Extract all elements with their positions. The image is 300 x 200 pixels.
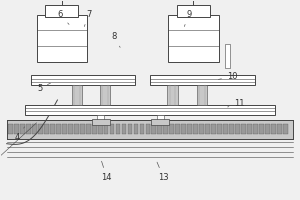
Text: 10: 10: [218, 72, 237, 81]
Bar: [80, 124, 85, 134]
Text: 9: 9: [184, 10, 191, 27]
Bar: [223, 124, 228, 134]
Bar: [164, 124, 168, 134]
Bar: [259, 124, 264, 134]
Bar: [140, 124, 144, 134]
Bar: [104, 124, 109, 134]
Bar: [68, 124, 73, 134]
Bar: [31, 75, 135, 85]
Bar: [247, 124, 252, 134]
Bar: [46, 5, 78, 17]
Bar: [32, 124, 37, 134]
Bar: [92, 124, 97, 134]
Bar: [277, 124, 282, 134]
Bar: [20, 124, 25, 134]
Bar: [97, 115, 104, 120]
Bar: [128, 124, 132, 134]
Bar: [211, 124, 216, 134]
Bar: [235, 124, 240, 134]
Bar: [98, 124, 103, 134]
Bar: [122, 124, 126, 134]
Bar: [176, 124, 180, 134]
Bar: [157, 115, 164, 120]
Text: 11: 11: [228, 99, 245, 108]
Bar: [158, 124, 162, 134]
Text: 6: 6: [58, 10, 69, 24]
Bar: [56, 124, 61, 134]
Bar: [62, 124, 67, 134]
Bar: [7, 120, 293, 139]
Text: 8: 8: [112, 32, 120, 47]
Bar: [253, 124, 258, 134]
Bar: [38, 124, 43, 134]
Bar: [177, 5, 210, 17]
Bar: [50, 124, 55, 134]
Bar: [44, 124, 49, 134]
Bar: [152, 124, 156, 134]
Bar: [134, 124, 138, 134]
Bar: [14, 124, 19, 134]
Bar: [37, 15, 87, 62]
Bar: [187, 124, 192, 134]
Bar: [116, 124, 120, 134]
Text: 13: 13: [157, 162, 169, 182]
Text: 7: 7: [84, 10, 92, 27]
Bar: [199, 124, 204, 134]
Bar: [197, 85, 208, 105]
Bar: [229, 124, 234, 134]
Bar: [241, 124, 246, 134]
Bar: [169, 124, 174, 134]
Bar: [25, 105, 275, 115]
Text: 4: 4: [14, 127, 25, 142]
Bar: [146, 124, 150, 134]
Bar: [283, 124, 288, 134]
Bar: [26, 124, 31, 134]
Bar: [225, 44, 230, 68]
Bar: [110, 124, 115, 134]
Bar: [8, 124, 13, 134]
Bar: [152, 119, 169, 125]
Bar: [86, 124, 91, 134]
Bar: [72, 85, 82, 105]
Bar: [168, 15, 219, 62]
Bar: [74, 124, 79, 134]
Bar: [265, 124, 270, 134]
Bar: [217, 124, 222, 134]
Bar: [150, 75, 254, 85]
Bar: [100, 85, 110, 105]
Bar: [271, 124, 276, 134]
Bar: [182, 124, 186, 134]
Bar: [193, 124, 198, 134]
Text: 14: 14: [101, 161, 112, 182]
Bar: [205, 124, 210, 134]
Bar: [167, 85, 178, 105]
Bar: [92, 119, 110, 125]
Text: 5: 5: [37, 83, 50, 93]
